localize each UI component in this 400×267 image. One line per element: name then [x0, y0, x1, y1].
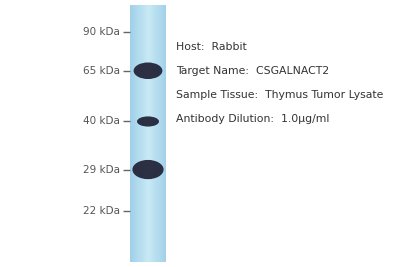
Ellipse shape [134, 62, 162, 79]
Bar [158, 5, 159, 262]
Bar [154, 5, 155, 262]
Bar [142, 5, 143, 262]
Bar [149, 5, 150, 262]
Bar [156, 5, 157, 262]
Bar [140, 5, 141, 262]
Bar [161, 5, 162, 262]
Bar [152, 5, 153, 262]
Bar [152, 5, 154, 262]
Bar [135, 5, 137, 262]
Bar [151, 5, 152, 262]
Bar [154, 5, 156, 262]
Bar [164, 5, 166, 262]
Bar [134, 5, 136, 262]
Text: Antibody Dilution:  1.0µg/ml: Antibody Dilution: 1.0µg/ml [176, 114, 329, 124]
Bar [165, 5, 166, 262]
Ellipse shape [132, 160, 164, 179]
Bar [147, 5, 148, 262]
Bar [132, 5, 133, 262]
Bar [146, 5, 148, 262]
Bar [143, 5, 144, 262]
Bar [137, 5, 138, 262]
Bar [148, 5, 149, 262]
Text: Sample Tissue:  Thymus Tumor Lysate: Sample Tissue: Thymus Tumor Lysate [176, 90, 383, 100]
Bar [162, 5, 163, 262]
Bar [144, 5, 146, 262]
Ellipse shape [137, 116, 159, 127]
Text: Target Name:  CSGALNACT2: Target Name: CSGALNACT2 [176, 66, 329, 76]
Bar [163, 5, 165, 262]
Bar [144, 5, 145, 262]
Bar [150, 5, 151, 262]
Bar [133, 5, 134, 262]
Text: 22 kDa: 22 kDa [83, 206, 120, 216]
Text: Host:  Rabbit: Host: Rabbit [176, 42, 247, 52]
Bar [162, 5, 164, 262]
Bar [134, 5, 135, 262]
Bar [145, 5, 146, 262]
Bar [159, 5, 160, 262]
Bar [131, 5, 132, 262]
Text: 29 kDa: 29 kDa [83, 164, 120, 175]
Bar [160, 5, 161, 262]
Text: 40 kDa: 40 kDa [83, 116, 120, 127]
Bar [141, 5, 142, 262]
Bar [157, 5, 158, 262]
Bar [155, 5, 156, 262]
Text: 65 kDa: 65 kDa [83, 66, 120, 76]
Text: 90 kDa: 90 kDa [83, 27, 120, 37]
Bar [136, 5, 138, 262]
Bar [130, 5, 131, 262]
Bar [138, 5, 139, 262]
Bar [139, 5, 140, 262]
